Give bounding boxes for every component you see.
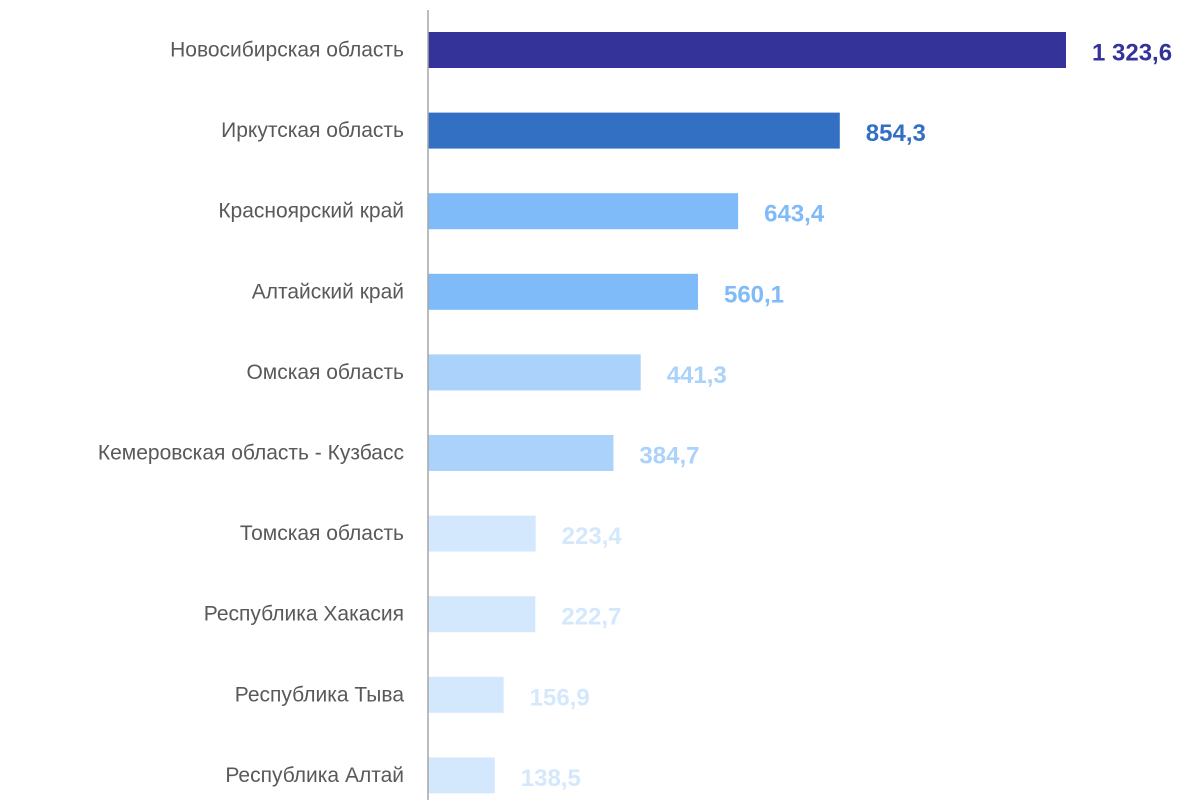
bars-group: [428, 32, 1066, 794]
value-label-2: 643,4: [764, 201, 825, 228]
bar-2: [428, 193, 739, 230]
bar-4: [428, 354, 641, 391]
category-label-4: Омская область: [246, 361, 404, 384]
category-label-5: Кемеровская область - Кузбасс: [98, 442, 404, 465]
value-label-1: 854,3: [866, 120, 926, 147]
value-label-3: 560,1: [724, 281, 784, 308]
value-label-4: 441,3: [667, 362, 727, 389]
category-label-3: Алтайский край: [252, 280, 404, 303]
bar-3: [428, 273, 698, 310]
bar-5: [428, 435, 614, 471]
category-labels-group: Новосибирская область Иркутская область Кр…: [98, 39, 404, 787]
category-label-8: Республика Тыва: [235, 683, 405, 706]
value-label-5: 384,7: [639, 443, 699, 470]
category-label-6: Томская область: [240, 522, 404, 545]
bar-6: [428, 515, 536, 552]
value-labels-group: 1 323,6 854,3 643,4 560,1 441,3 384,7 223,4 222…: [521, 40, 1172, 792]
value-label-0: 1 323,6: [1092, 40, 1172, 67]
bar-7: [428, 596, 536, 633]
bar-9: [428, 757, 495, 794]
value-label-9: 138,5: [521, 765, 581, 792]
category-label-1: Иркутская область: [221, 119, 404, 142]
category-label-9: Республика Алтай: [225, 764, 404, 787]
category-label-0: Новосибирская область: [170, 39, 404, 62]
category-label-7: Республика Хакасия: [204, 603, 404, 626]
bar-8: [428, 676, 504, 713]
bar-1: [428, 112, 840, 149]
category-label-2: Красноярский край: [218, 200, 404, 223]
value-label-6: 223,4: [562, 523, 623, 550]
value-label-8: 156,9: [530, 684, 590, 711]
bar-0: [428, 32, 1066, 68]
value-label-7: 222,7: [561, 604, 621, 631]
